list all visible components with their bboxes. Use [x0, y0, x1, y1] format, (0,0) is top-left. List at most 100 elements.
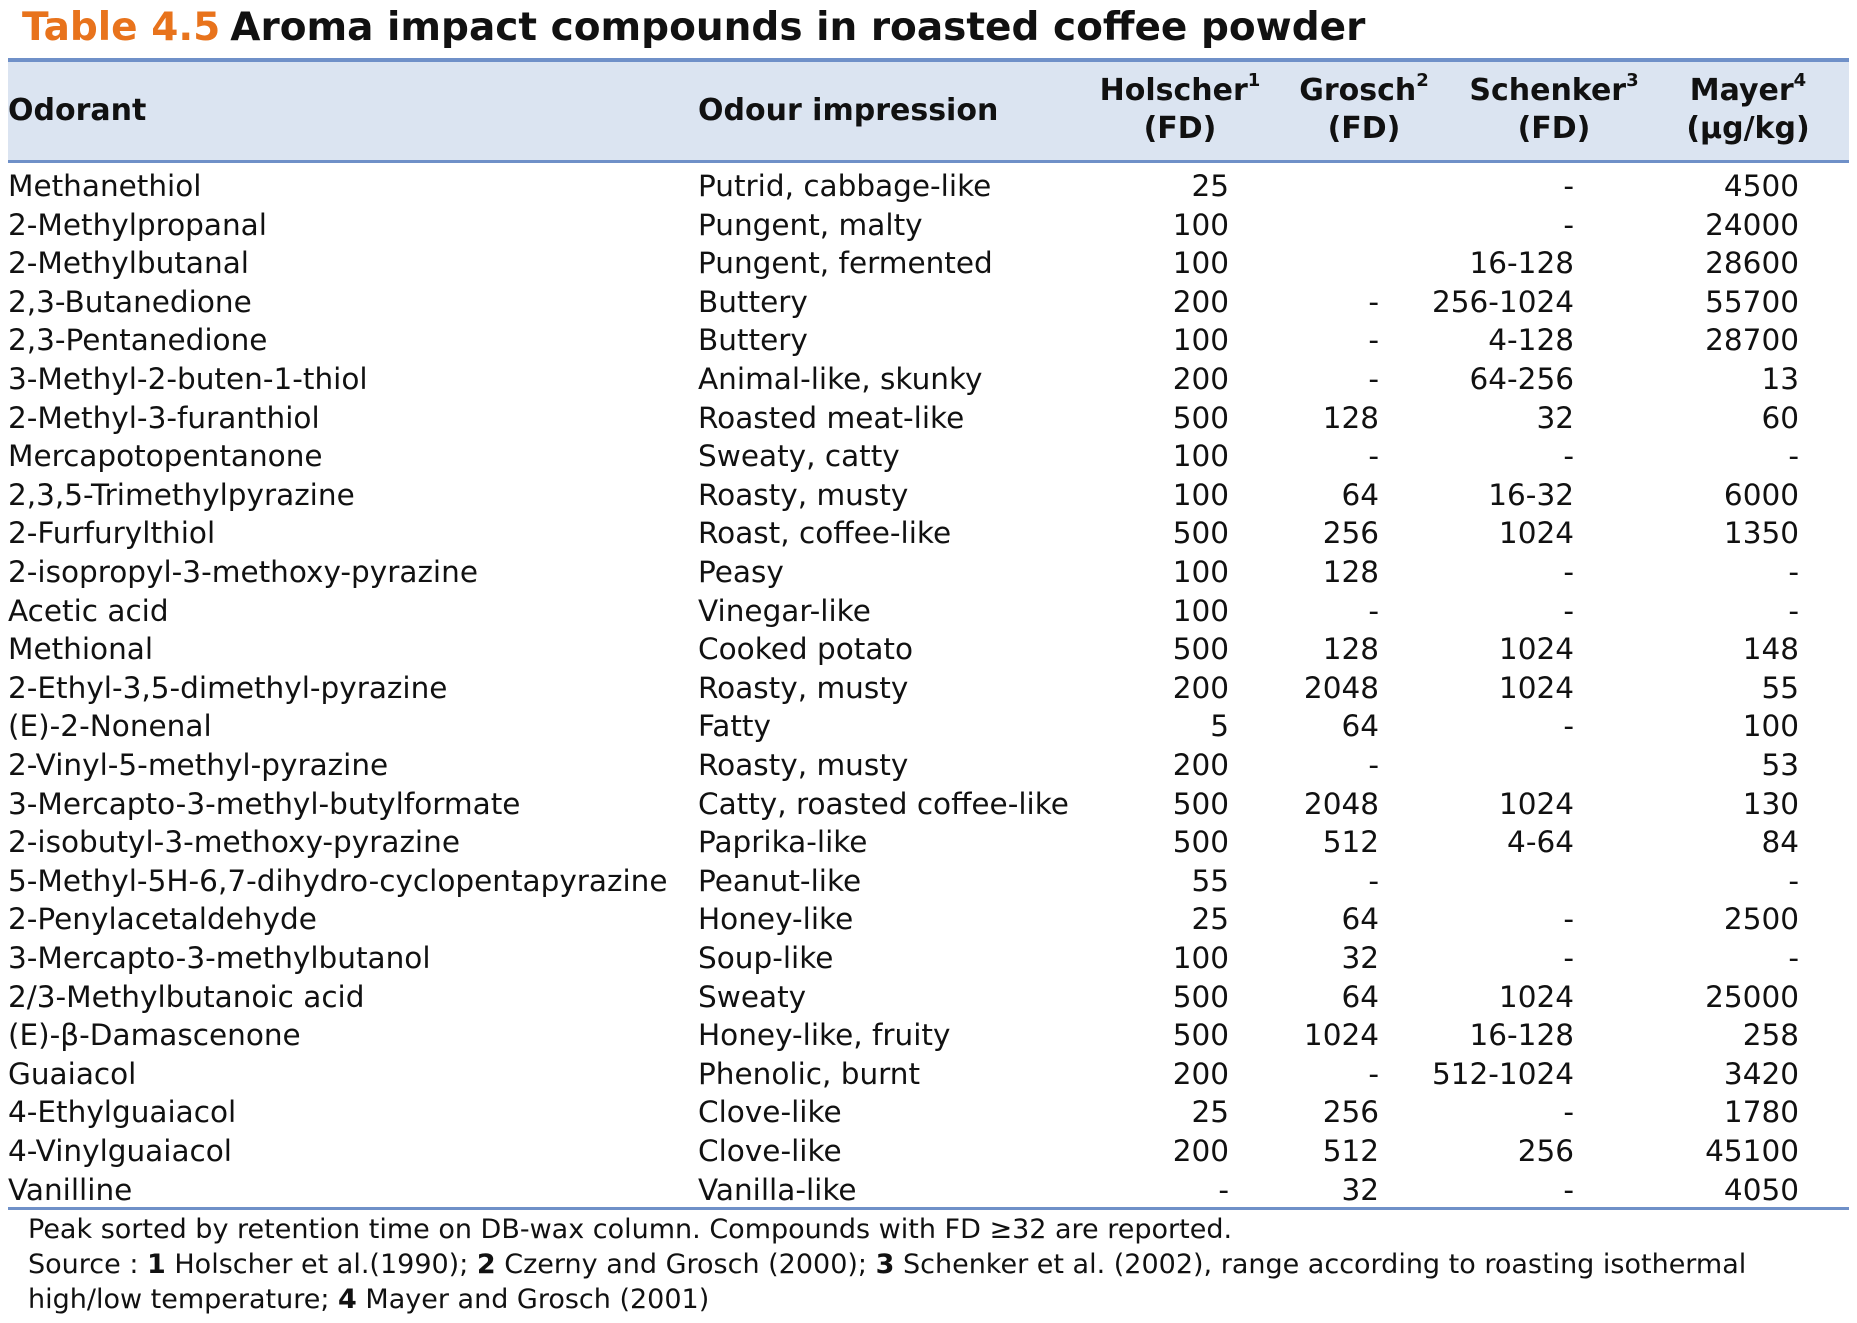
cell-grosch: 64	[1341, 979, 1379, 1014]
cell-grosch: 32	[1341, 1172, 1379, 1207]
cell-holscher: 55	[1191, 863, 1229, 898]
cell-holscher: 500	[1172, 979, 1229, 1014]
cell-odorant: Mercapotopentanone	[8, 439, 323, 474]
cell-mayer: 84	[1761, 825, 1799, 860]
cell-impression: Paprika-like	[698, 825, 868, 860]
cell-schenker: 256	[1517, 1134, 1574, 1168]
cell-schenker: 4-64	[1507, 825, 1574, 860]
header-schenker: Schenker3 (FD)	[1454, 72, 1654, 148]
footnote-line: Peak sorted by retention time on DB-wax …	[28, 1214, 1233, 1245]
cell-mayer: 45100	[1705, 1134, 1799, 1168]
cell-schenker: -	[1563, 941, 1574, 975]
cell-mayer: 13	[1761, 362, 1799, 396]
cell-impression: Buttery	[698, 323, 808, 358]
table-row: 2-isopropyl-3-methoxy-pyrazine Peasy 100 12…	[8, 553, 1849, 592]
cell-grosch: -	[1368, 284, 1379, 319]
cell-odorant: 2-isopropyl-3-methoxy-pyrazine	[8, 555, 478, 589]
table-row: Guaiacol Phenolic, burnt 200 - 512-1024 3420	[8, 1055, 1849, 1094]
cell-holscher: 200	[1172, 1134, 1229, 1168]
cell-odorant: Guaiacol	[8, 1056, 137, 1091]
table-row: 5-Methyl-5H-6,7-dihydro-cyclopentapyrazi…	[8, 862, 1849, 901]
cell-impression: Honey-like, fruity	[698, 1018, 951, 1053]
cell-holscher: 5	[1210, 709, 1229, 744]
cell-odorant: 2-Vinyl-5-methyl-pyrazine	[8, 748, 389, 782]
footnote-source: Source : 1 Holscher et al.(1990); 2 Czer…	[28, 1247, 1838, 1317]
cell-mayer: -	[1788, 863, 1799, 898]
cell-schenker: 512-1024	[1431, 1056, 1574, 1091]
cell-odorant: 4-Ethylguaiacol	[8, 1095, 237, 1130]
cell-mayer: 3420	[1723, 1056, 1799, 1091]
cell-impression: Peasy	[698, 555, 784, 589]
table-row: 2,3,5-Trimethylpyrazine Roasty, musty 100 6…	[8, 476, 1849, 515]
table-row: Acetic acid Vinegar-like 100 - - -	[8, 592, 1849, 631]
cell-impression: Pungent, malty	[698, 207, 923, 242]
header-grosch-unit: (FD)	[1327, 111, 1401, 146]
cell-holscher: 500	[1172, 632, 1229, 667]
cell-grosch: 64	[1341, 477, 1379, 512]
cell-grosch: 256	[1322, 1095, 1379, 1130]
cell-impression: Roasty, musty	[698, 748, 909, 782]
cell-schenker: 1024	[1498, 979, 1574, 1014]
cell-holscher: 200	[1172, 670, 1229, 705]
cell-grosch: 512	[1322, 825, 1379, 860]
cell-odorant: 2-Furfurylthiol	[8, 516, 216, 551]
cell-holscher: -	[1218, 1172, 1229, 1207]
cell-schenker: -	[1563, 207, 1574, 242]
cell-odorant: Acetic acid	[8, 593, 169, 628]
cell-impression: Buttery	[698, 284, 808, 319]
table-row: 4-Ethylguaiacol Clove-like 25 256 - 1780	[8, 1093, 1849, 1132]
cell-mayer: -	[1788, 439, 1799, 474]
cell-impression: Putrid, cabbage-like	[698, 169, 992, 203]
cell-schenker: 1024	[1498, 516, 1574, 551]
cell-odorant: 2/3-Methylbutanoic acid	[8, 979, 365, 1014]
cell-holscher: 500	[1172, 516, 1229, 551]
cell-odorant: 5-Methyl-5H-6,7-dihydro-cyclopentapyrazi…	[8, 863, 668, 898]
cell-impression: Clove-like	[698, 1095, 842, 1130]
header-rule	[8, 160, 1849, 163]
cell-grosch: -	[1368, 748, 1379, 782]
cell-mayer: 6000	[1723, 477, 1799, 512]
cell-impression: Sweaty	[698, 979, 807, 1014]
cell-grosch: 2048	[1303, 670, 1379, 705]
cell-schenker: 1024	[1498, 786, 1574, 821]
cell-mayer: 55700	[1705, 284, 1799, 319]
cell-schenker: -	[1563, 1172, 1574, 1207]
cell-odorant: 2-Methylpropanal	[8, 207, 267, 242]
cell-grosch: -	[1368, 362, 1379, 396]
header-mayer: Mayer4 (µg/kg)	[1648, 72, 1848, 148]
cell-mayer: -	[1788, 555, 1799, 589]
cell-schenker: 4-128	[1488, 323, 1574, 358]
table-row: 2/3-Methylbutanoic acid Sweaty 500 64 1024 25…	[8, 978, 1849, 1017]
table-footnote: Peak sorted by retention time on DB-wax …	[28, 1212, 1838, 1317]
ref4-text: Mayer and Grosch (2001)	[356, 1284, 710, 1315]
cell-holscher: 25	[1191, 1095, 1229, 1130]
table-row: 2-Furfurylthiol Roast, coffee-like 500 256 1…	[8, 514, 1849, 553]
table-row: 3-Mercapto-3-methyl-butylformate Catty, r…	[8, 785, 1849, 824]
cell-holscher: 100	[1172, 555, 1229, 589]
table-caption: Aroma impact compounds in roasted coffee…	[230, 5, 1366, 50]
cell-grosch: 512	[1322, 1134, 1379, 1168]
cell-odorant: (E)-β-Damascenone	[8, 1018, 301, 1053]
header-holscher-sup: 1	[1247, 70, 1261, 91]
cell-holscher: 500	[1172, 1018, 1229, 1053]
table-row: Mercapotopentanone Sweaty, catty 100 - - -	[8, 437, 1849, 476]
table-row: Methanethiol Putrid, cabbage-like 25 - 4500	[8, 167, 1849, 206]
cell-schenker: 256-1024	[1431, 284, 1574, 319]
cell-schenker: 64-256	[1469, 362, 1575, 396]
cell-holscher: 200	[1172, 748, 1229, 782]
cell-impression: Phenolic, burnt	[698, 1056, 921, 1091]
cell-odorant: 3-Methyl-2-buten-1-thiol	[8, 362, 368, 396]
cell-holscher: 100	[1172, 323, 1229, 358]
cell-grosch: 128	[1322, 632, 1379, 667]
cell-mayer: 100	[1742, 709, 1799, 744]
cell-schenker: -	[1563, 902, 1574, 937]
cell-schenker: -	[1563, 1095, 1574, 1130]
table-number: Table 4.5	[22, 5, 221, 50]
header-schenker-unit: (FD)	[1517, 111, 1591, 146]
cell-mayer: 24000	[1705, 207, 1799, 242]
table-row: 3-Methyl-2-buten-1-thiol Animal-like, sku…	[8, 360, 1849, 399]
table-row: 2-isobutyl-3-methoxy-pyrazine Paprika-lik…	[8, 823, 1849, 862]
cell-impression: Vinegar-like	[698, 593, 871, 628]
cell-odorant: Methanethiol	[8, 169, 202, 203]
cell-odorant: Vanilline	[8, 1172, 133, 1207]
